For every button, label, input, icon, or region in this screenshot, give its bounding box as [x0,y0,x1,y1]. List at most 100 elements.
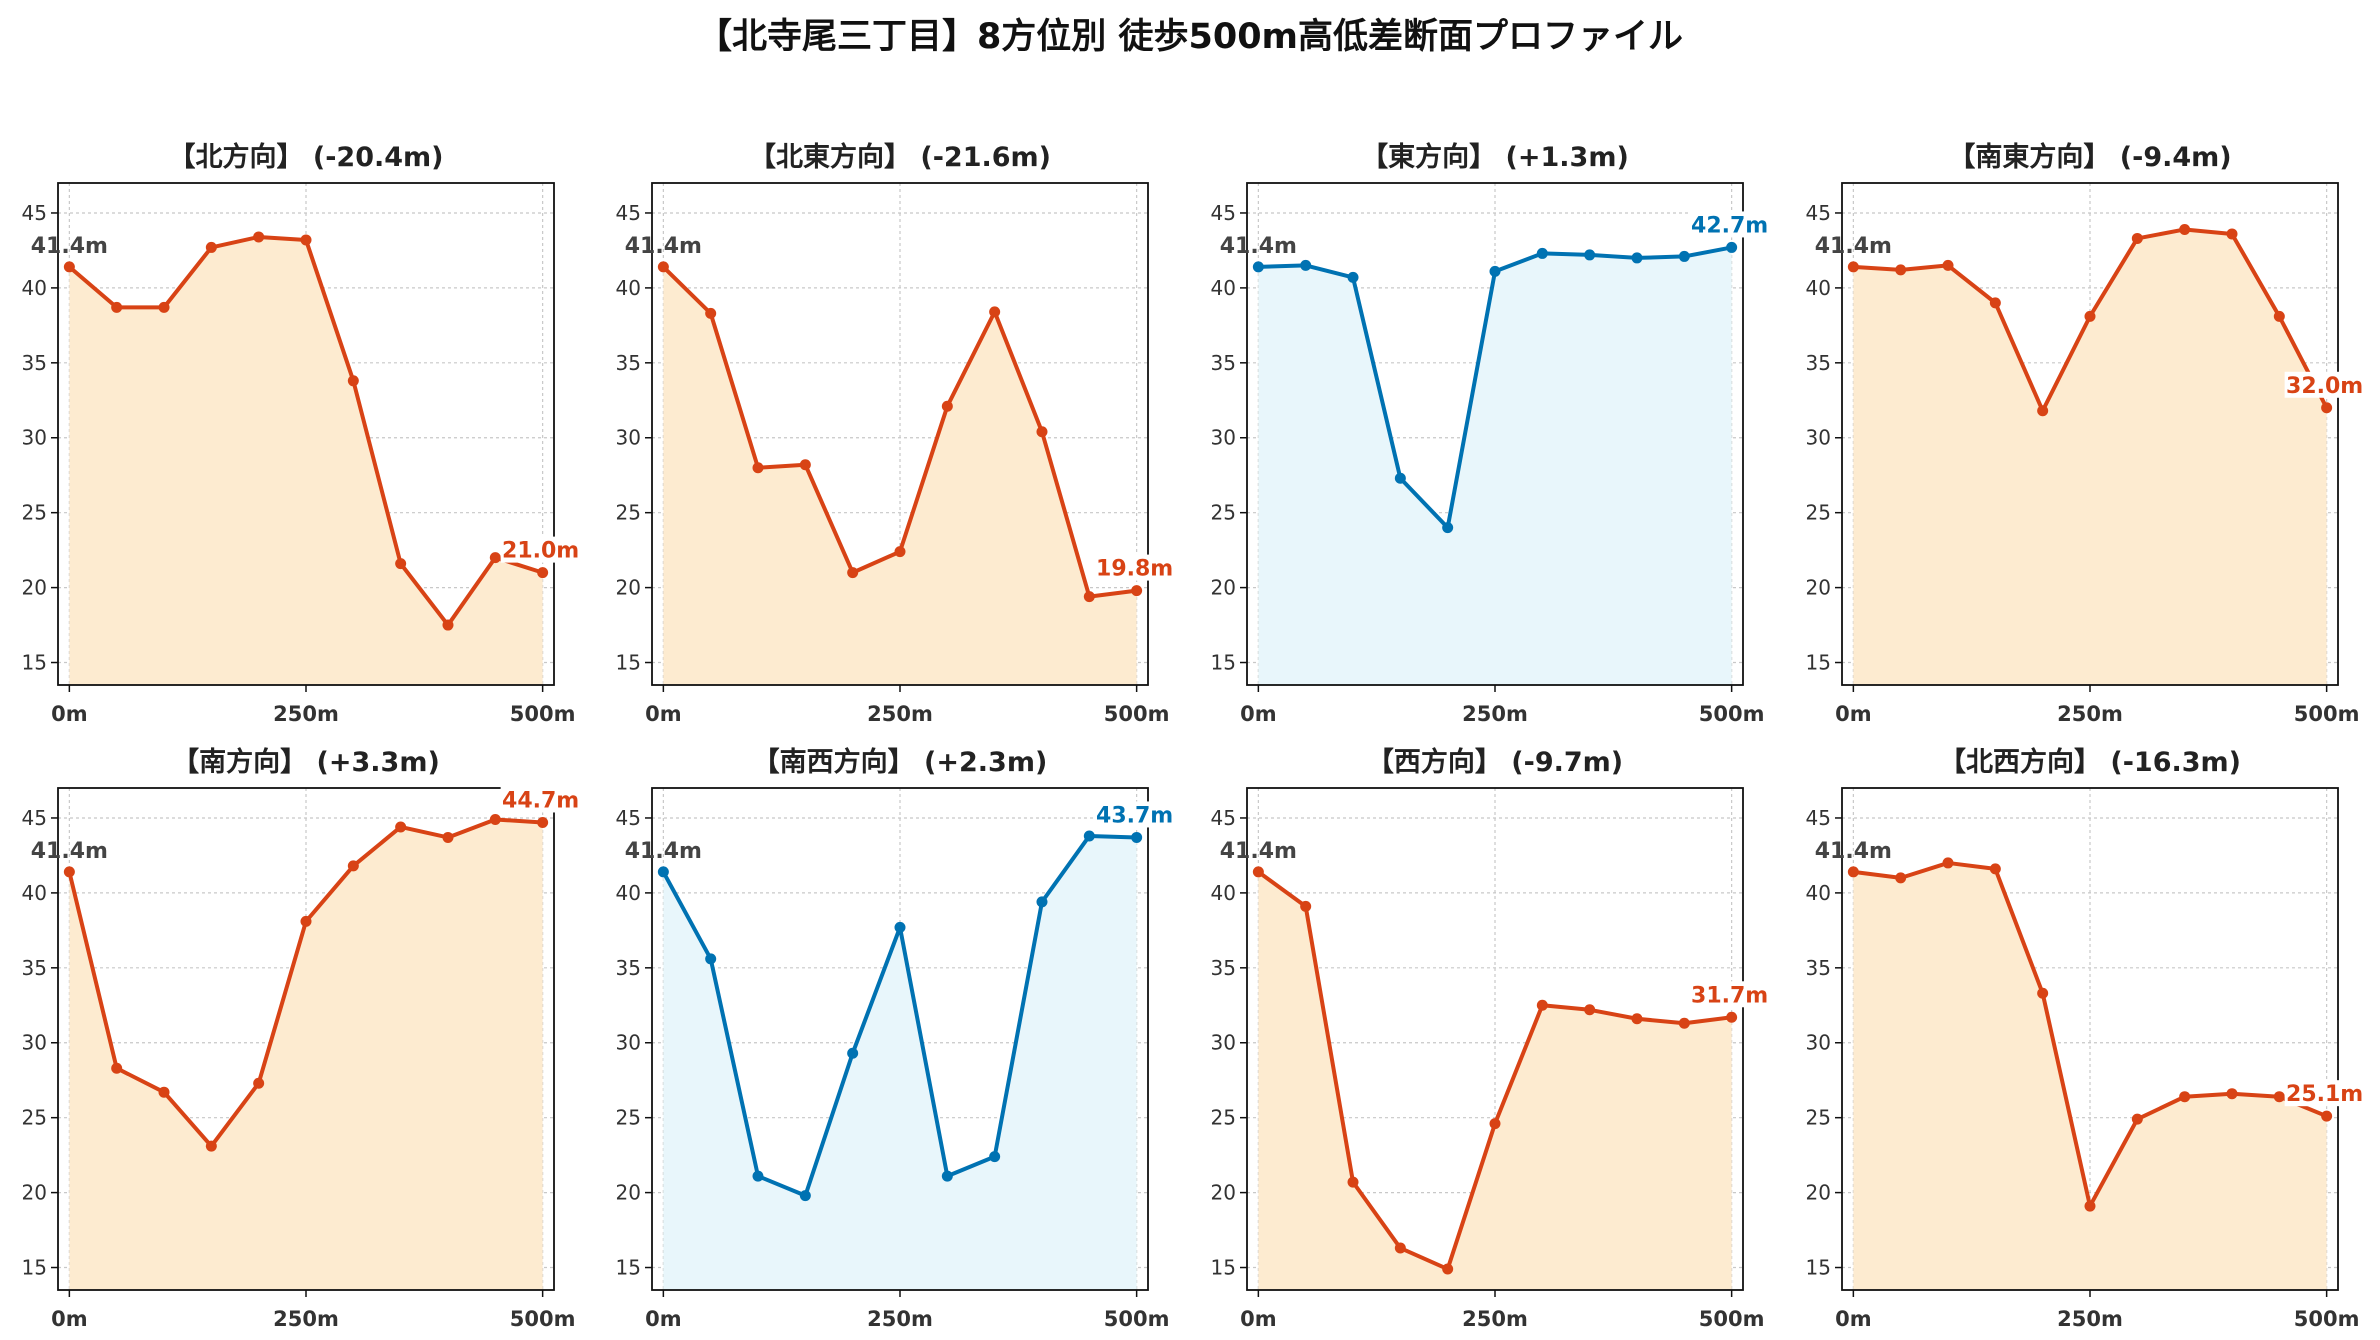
data-point [537,816,549,828]
area-fill [663,835,1137,1290]
area-fill [1853,862,2327,1290]
data-point [2131,232,2143,244]
y-tick-label: 20 [616,1181,641,1205]
area-fill [663,266,1137,685]
data-point [1536,999,1548,1011]
y-tick-label: 30 [22,1031,47,1055]
data-point [2179,1091,2191,1103]
data-point [2037,987,2049,999]
data-point [300,915,312,927]
data-point [989,306,1001,318]
data-point [537,567,549,579]
y-tick-label: 15 [1211,1256,1236,1280]
data-point [1584,1004,1596,1016]
y-tick-label: 15 [1806,1256,1831,1280]
end-label-background [500,536,581,563]
chart-panel-7: 【西方向】 (-9.7m) 15 20 25 30 35 40 45 0m 250m 500m 41.… [1211,746,1770,1331]
start-elevation-label: 41.4m [1220,839,1297,864]
data-point [2226,228,2238,240]
y-tick-label: 45 [1211,806,1236,830]
data-point [894,546,906,558]
end-label-background [2284,1080,2365,1107]
end-label-background [2284,371,2365,398]
y-tick-label: 20 [616,576,641,600]
y-tick-label: 45 [22,806,47,830]
data-point [253,231,265,243]
data-point [442,831,454,843]
end-elevation-label: 42.7m [1691,213,1768,238]
x-tick-label: 250m [867,1307,933,1331]
y-tick-label: 20 [22,1181,47,1205]
data-point [799,459,811,471]
y-tick-label: 20 [1806,1181,1831,1205]
data-point [205,1140,217,1152]
data-point [1442,1263,1454,1275]
data-point [1942,857,1954,869]
area-fill [69,819,543,1290]
y-tick-label: 15 [616,1256,641,1280]
y-tick-label: 45 [22,201,47,225]
y-tick-label: 45 [616,806,641,830]
panel-title: 【東方向】 (+1.3m) [1361,141,1629,173]
y-tick-label: 30 [1211,1031,1236,1055]
chart-panel-5: 【南方向】 (+3.3m) 15 20 25 30 35 40 45 0m 250m 500m 41.… [22,746,581,1331]
y-tick-label: 20 [1211,1181,1236,1205]
data-point [2273,1091,2285,1103]
data-point [1895,872,1907,884]
start-elevation-label: 41.4m [31,234,108,259]
data-point [1394,1242,1406,1254]
y-tick-label: 15 [616,651,641,675]
end-label-background [1689,981,1770,1008]
data-point [2321,402,2333,414]
y-tick-label: 35 [22,351,47,375]
data-point [111,301,123,313]
y-tick-label: 25 [1806,1106,1831,1130]
y-tick-label: 40 [1806,881,1831,905]
end-label-background [1689,211,1770,238]
y-tick-label: 20 [1211,576,1236,600]
data-point [894,921,906,933]
data-point [442,619,454,631]
data-point [1989,297,2001,309]
y-tick-label: 15 [1211,651,1236,675]
data-point [1726,1011,1738,1023]
data-point [941,400,953,412]
data-point [63,261,75,273]
data-point [395,558,407,570]
panel-title: 【北西方向】 (-16.3m) [1939,746,2241,778]
chart-panel-3: 【東方向】 (+1.3m) 15 20 25 30 35 40 45 0m 250m 500m 41.… [1211,141,1770,726]
data-point [1989,863,2001,875]
data-point [1347,1176,1359,1188]
x-tick-label: 0m [645,1307,682,1331]
x-tick-label: 0m [1835,702,1872,726]
data-point [657,866,669,878]
data-point [989,1151,1001,1163]
chart-panel-1: 【北方向】 (-20.4m) 15 20 25 30 35 40 45 0m 250m 500m 41… [22,141,581,726]
x-tick-label: 500m [1699,1307,1765,1331]
start-elevation-label: 41.4m [625,839,702,864]
data-point [1631,252,1643,264]
data-point [2084,1200,2096,1212]
x-tick-label: 250m [2057,1307,2123,1331]
data-point [1895,264,1907,276]
data-point [2321,1110,2333,1122]
y-tick-label: 15 [22,651,47,675]
panel-title: 【南方向】 (+3.3m) [172,746,440,778]
y-tick-label: 45 [616,201,641,225]
data-point [1678,1017,1690,1029]
chart-panel-8: 【北西方向】 (-16.3m) 15 20 25 30 35 40 45 0m 250m 500m 4… [1806,746,2365,1331]
area-fill [1258,871,1732,1290]
x-tick-label: 500m [1104,1307,1170,1331]
y-tick-label: 35 [1211,351,1236,375]
y-tick-label: 35 [616,956,641,980]
data-point [1631,1013,1643,1025]
data-point [1131,831,1143,843]
data-point [847,1047,859,1059]
y-tick-label: 25 [1211,1106,1236,1130]
y-tick-label: 45 [1806,201,1831,225]
x-tick-label: 0m [1835,1307,1872,1331]
x-tick-label: 500m [2294,702,2360,726]
x-tick-label: 500m [510,1307,576,1331]
y-tick-label: 35 [1806,956,1831,980]
x-tick-label: 0m [1240,1307,1277,1331]
